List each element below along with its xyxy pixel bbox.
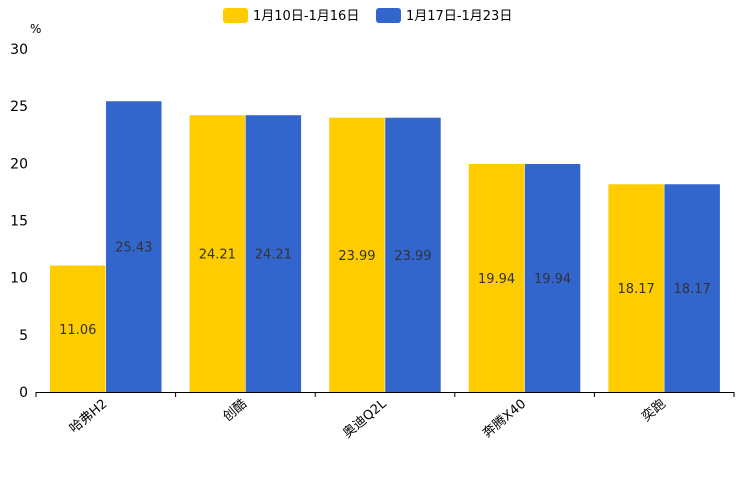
data-label-2-series-2: 24.21 (255, 248, 292, 263)
bar-2-series-1[interactable] (189, 115, 246, 392)
legend-label-1[interactable]: 1月10日-1月16日 (253, 9, 359, 24)
data-label-1-series-1: 11.06 (59, 323, 96, 338)
data-label-1-series-2: 25.43 (115, 241, 152, 256)
y-tick-label-0: 0 (19, 385, 28, 401)
legend-swatch-1[interactable] (223, 8, 248, 23)
y-tick-label-20: 20 (10, 156, 28, 172)
data-label-2-series-1: 24.21 (199, 248, 236, 263)
x-category-label-4: 奔腾X40 (479, 396, 529, 441)
data-label-4-series-1: 19.94 (478, 272, 515, 287)
x-category-label-3: 奥迪Q2L (340, 396, 390, 441)
y-tick-label-15: 15 (10, 214, 28, 230)
x-category-label-5: 奕跑 (639, 396, 669, 425)
bar-3-series-2[interactable] (385, 117, 441, 393)
bar-1-series-1[interactable] (50, 265, 106, 392)
y-axis: 0 5 10 15 20 25 30 (10, 42, 28, 401)
x-axis: 哈弗H2 创酷 奥迪Q2L 奔腾X40 奕跑 (35, 392, 735, 441)
y-tick-label-5: 5 (19, 328, 28, 344)
bar-1-series-2[interactable] (106, 101, 162, 392)
bar-series (50, 101, 720, 393)
y-axis-unit-label: % (30, 22, 41, 36)
x-category-label-2: 创酷 (220, 397, 250, 425)
data-label-3-series-1: 23.99 (338, 249, 375, 264)
bar-2-series-2[interactable] (245, 115, 302, 392)
bar-4-series-2[interactable] (524, 164, 581, 392)
legend-swatch-2[interactable] (376, 8, 401, 23)
bar-5-series-2[interactable] (664, 184, 720, 392)
bar-4-series-1[interactable] (468, 164, 525, 392)
legend-label-2[interactable]: 1月17日-1月23日 (406, 9, 512, 24)
y-tick-label-10: 10 (10, 271, 28, 287)
legend: 1月10日-1月16日 1月17日-1月23日 (223, 8, 512, 24)
y-tick-label-25: 25 (10, 99, 28, 115)
data-label-3-series-2: 23.99 (394, 249, 431, 264)
data-label-5-series-1: 18.17 (618, 282, 655, 297)
y-tick-label-30: 30 (10, 42, 28, 58)
x-category-label-1: 哈弗H2 (67, 397, 110, 437)
data-label-4-series-2: 19.94 (534, 272, 571, 287)
data-labels: 11.06 25.43 24.21 24.21 23.99 23.99 19.94 19.94… (59, 241, 711, 338)
bar-5-series-1[interactable] (608, 184, 664, 392)
bar-3-series-1[interactable] (329, 117, 385, 393)
data-label-5-series-2: 18.17 (674, 282, 711, 297)
